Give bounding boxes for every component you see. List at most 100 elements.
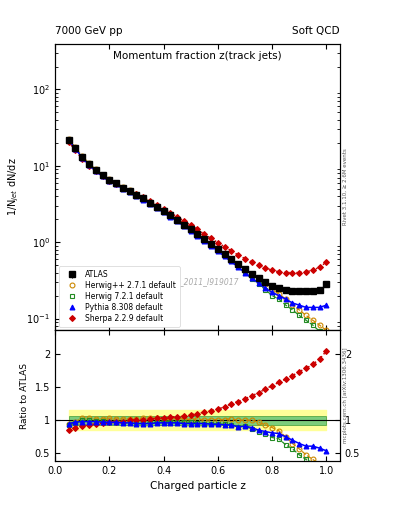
Pythia 8.308 default (73, 145, 78, 152)
Pythia 8.308 default (175, 219, 180, 225)
Sherpa 2.2.9 default (168, 209, 173, 216)
Sherpa 2.2.9 default (277, 269, 281, 275)
Sherpa 2.2.9 default (250, 259, 254, 265)
Herwig++ 2.7.1 default (277, 291, 281, 297)
Sherpa 2.2.9 default (94, 168, 98, 174)
Herwig 7.2.1 default (73, 145, 78, 152)
Text: Soft QCD: Soft QCD (292, 26, 340, 36)
Pythia 8.308 default (222, 253, 227, 260)
Herwig++ 2.7.1 default (209, 241, 213, 247)
Pythia 8.308 default (242, 269, 247, 275)
Herwig 7.2.1 default (304, 317, 309, 324)
Pythia 8.308 default (100, 173, 105, 179)
Herwig 7.2.1 default (141, 196, 145, 202)
Herwig++ 2.7.1 default (148, 199, 152, 205)
Text: mcplots.cern.ch [arXiv:1306.3436]: mcplots.cern.ch [arXiv:1306.3436] (343, 348, 348, 443)
Herwig++ 2.7.1 default (161, 207, 166, 214)
Pythia 8.308 default (94, 168, 98, 174)
Pythia 8.308 default (297, 302, 301, 308)
Herwig++ 2.7.1 default (66, 136, 71, 142)
Sherpa 2.2.9 default (141, 194, 145, 200)
Pythia 8.308 default (209, 243, 213, 249)
Herwig 7.2.1 default (256, 282, 261, 288)
Pythia 8.308 default (195, 233, 200, 239)
Pythia 8.308 default (182, 223, 186, 229)
Sherpa 2.2.9 default (80, 156, 84, 162)
Pythia 8.308 default (277, 292, 281, 298)
Sherpa 2.2.9 default (209, 236, 213, 242)
Pythia 8.308 default (236, 264, 241, 270)
Herwig 7.2.1 default (154, 205, 159, 211)
Sherpa 2.2.9 default (114, 181, 118, 187)
Sherpa 2.2.9 default (154, 202, 159, 208)
Pythia 8.308 default (148, 201, 152, 207)
Herwig++ 2.7.1 default (182, 221, 186, 227)
Text: Rivet 3.1.10, ≥ 2.6M events: Rivet 3.1.10, ≥ 2.6M events (343, 148, 348, 225)
Herwig++ 2.7.1 default (202, 236, 207, 242)
Herwig++ 2.7.1 default (256, 276, 261, 282)
Herwig++ 2.7.1 default (188, 226, 193, 232)
Sherpa 2.2.9 default (324, 259, 329, 265)
Herwig 7.2.1 default (86, 161, 91, 167)
Pythia 8.308 default (107, 178, 112, 184)
Sherpa 2.2.9 default (283, 269, 288, 275)
Pythia 8.308 default (324, 302, 329, 308)
Herwig 7.2.1 default (161, 209, 166, 215)
Pythia 8.308 default (202, 238, 207, 244)
Herwig++ 2.7.1 default (121, 184, 125, 190)
Sherpa 2.2.9 default (229, 248, 234, 254)
Herwig++ 2.7.1 default (175, 216, 180, 222)
Herwig++ 2.7.1 default (236, 261, 241, 267)
Pythia 8.308 default (161, 209, 166, 216)
Pythia 8.308 default (141, 197, 145, 203)
Text: Momentum fraction z(track jets): Momentum fraction z(track jets) (113, 51, 282, 61)
Herwig 7.2.1 default (127, 188, 132, 195)
Pythia 8.308 default (86, 162, 91, 168)
Y-axis label: 1/N$_{jet}$ dN/dz: 1/N$_{jet}$ dN/dz (6, 158, 21, 216)
Pythia 8.308 default (188, 228, 193, 234)
Pythia 8.308 default (80, 155, 84, 161)
Sherpa 2.2.9 default (236, 252, 241, 258)
Herwig 7.2.1 default (297, 312, 301, 318)
Herwig++ 2.7.1 default (168, 211, 173, 218)
Herwig++ 2.7.1 default (195, 230, 200, 237)
Pythia 8.308 default (310, 304, 315, 310)
Sherpa 2.2.9 default (270, 267, 274, 273)
Herwig 7.2.1 default (121, 185, 125, 191)
Herwig 7.2.1 default (168, 213, 173, 219)
Sherpa 2.2.9 default (195, 226, 200, 232)
Sherpa 2.2.9 default (263, 265, 268, 271)
Pythia 8.308 default (317, 304, 322, 310)
Herwig 7.2.1 default (222, 253, 227, 259)
Herwig++ 2.7.1 default (324, 327, 329, 333)
Herwig++ 2.7.1 default (80, 153, 84, 159)
Herwig 7.2.1 default (215, 248, 220, 254)
Sherpa 2.2.9 default (215, 240, 220, 246)
Pythia 8.308 default (154, 205, 159, 211)
Sherpa 2.2.9 default (73, 147, 78, 153)
Pythia 8.308 default (290, 300, 295, 306)
Sherpa 2.2.9 default (121, 184, 125, 190)
Herwig 7.2.1 default (114, 181, 118, 187)
Sherpa 2.2.9 default (175, 214, 180, 220)
Herwig++ 2.7.1 default (297, 307, 301, 313)
Pythia 8.308 default (256, 280, 261, 286)
Herwig 7.2.1 default (270, 292, 274, 298)
Pythia 8.308 default (127, 189, 132, 196)
Herwig++ 2.7.1 default (229, 255, 234, 262)
Pythia 8.308 default (134, 193, 139, 199)
Herwig++ 2.7.1 default (141, 195, 145, 201)
Herwig++ 2.7.1 default (107, 176, 112, 182)
Herwig++ 2.7.1 default (100, 172, 105, 178)
Herwig++ 2.7.1 default (94, 166, 98, 173)
Herwig 7.2.1 default (134, 193, 139, 199)
Herwig 7.2.1 default (263, 287, 268, 293)
Sherpa 2.2.9 default (182, 218, 186, 224)
Pythia 8.308 default (250, 275, 254, 281)
Herwig++ 2.7.1 default (114, 180, 118, 186)
Herwig++ 2.7.1 default (304, 312, 309, 318)
Pythia 8.308 default (168, 214, 173, 220)
Pythia 8.308 default (270, 289, 274, 295)
Herwig 7.2.1 default (290, 307, 295, 313)
Line: Herwig 7.2.1 default: Herwig 7.2.1 default (66, 137, 329, 341)
